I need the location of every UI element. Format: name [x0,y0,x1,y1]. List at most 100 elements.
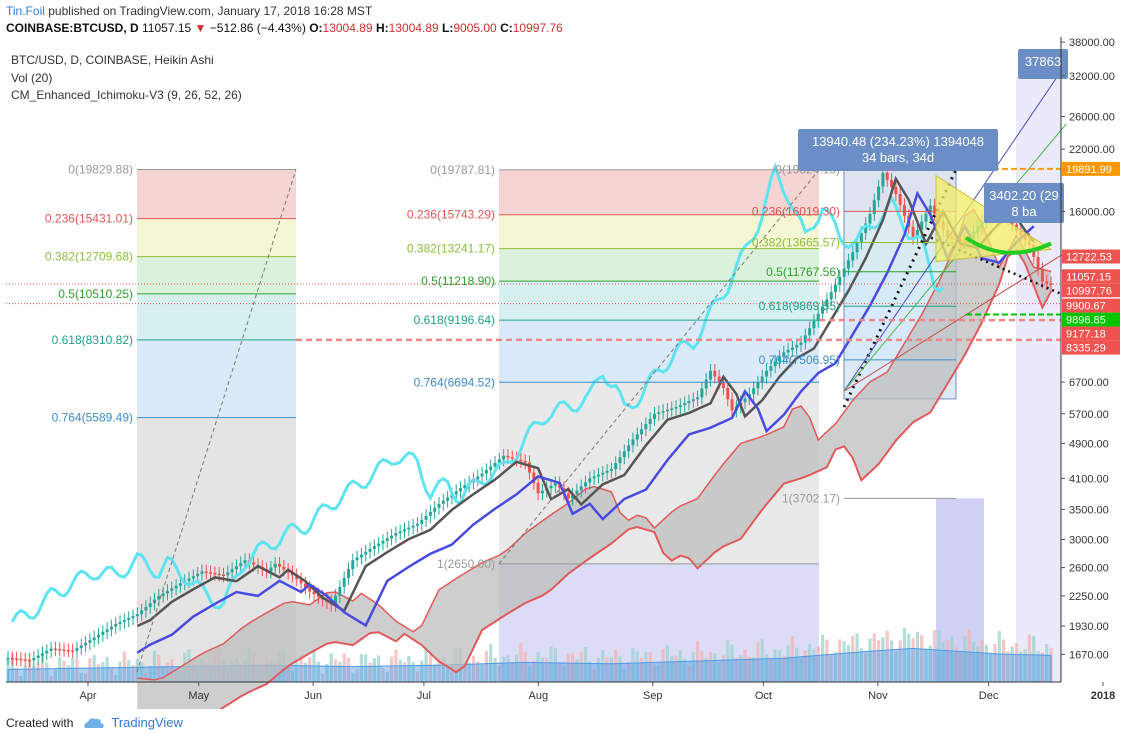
candle-body [101,632,105,635]
candle-body [433,507,437,512]
volume-bar [665,645,670,682]
volume-bar [937,630,941,682]
volume-bar [700,650,704,682]
volume-bar [855,633,859,682]
author-link[interactable]: Tin.Foil [6,4,45,18]
price-chart[interactable]: 0(19829.88) 0.236(15431.01) 0.382(12709.68… [6,37,1126,709]
volume-bar [756,642,760,682]
volume-bar [333,659,338,682]
y-tick-label: 2600.00 [1069,563,1109,575]
candle-body [308,587,312,592]
volume-bar [53,670,58,682]
volume-bar [148,665,152,682]
volume-bar [760,639,764,682]
candle-body [661,411,665,413]
price-label-box [1062,312,1120,327]
candle-body [58,649,62,651]
candle-body [359,554,363,558]
candle-body [609,469,613,471]
price-label-text: 9896.85 [1066,315,1106,327]
fib-band [499,281,819,321]
volume-bar [631,648,635,682]
volume-bar [570,653,575,682]
candle-body [674,407,678,409]
low-label: L: [442,21,454,35]
candle-body [346,569,350,579]
volume-bar [1010,646,1014,682]
candle-body [49,648,53,651]
volume-bar [92,655,96,682]
y-tick-label: 6700.00 [1069,377,1109,389]
candle-body [239,563,243,567]
candle-body [153,599,157,604]
measure-label-box [1018,49,1068,79]
volume-bar [415,671,420,682]
lagging-span-line [10,161,945,623]
candle-body [618,457,622,464]
volume-bar [859,648,863,682]
candle-body [592,476,596,479]
candle-body [62,649,66,651]
fib-level-label: 0.764(6694.52) [414,375,495,389]
candle-body [97,634,101,638]
fib-level-label: 0.382(12709.68) [45,250,133,264]
candle-body [851,252,855,261]
volume-bar [958,651,963,682]
volume-bar [773,649,777,682]
candle-body [834,284,838,293]
close-label: C: [500,21,513,35]
volume-bar [463,662,467,682]
volume-bar [808,643,812,682]
candle-body [648,418,652,425]
candle-body [786,349,790,353]
candle-body [510,457,514,459]
candle-body [777,356,781,362]
volume-bar [747,656,751,682]
volume-bar [351,672,355,682]
candle-body [79,645,83,649]
volume-bar [27,659,32,682]
volume-bar [622,669,626,682]
candle-body [463,485,467,489]
volume-bar [49,676,53,682]
created-with-text: Created with [6,715,74,730]
volume-bar [1014,643,1019,682]
volume-bar [812,649,816,682]
cloud-span-b [218,248,1052,709]
volume-layer [6,628,1053,683]
price-label-text: 12722.53 [1066,251,1112,263]
axes-layer: 38000.00 32000.00 26000.00 22000.00 16000.00… [6,37,1120,702]
x-tick-label: Apr [79,690,96,702]
candle-body [484,470,488,474]
volume-bar [424,647,428,682]
green-curve [964,236,1052,255]
candle-body [278,563,282,567]
price-label-text: 8335.29 [1066,343,1106,355]
y-tick-label: 16000.00 [1069,207,1115,219]
volume-bar [846,644,851,682]
measure-label-line2: 8 ba [1011,204,1037,219]
volume-bar [816,646,820,682]
x-tick-label: Dec [979,690,999,702]
volume-bar [19,676,23,682]
legend-volume: Vol (20) [11,71,52,85]
candle-body [566,493,570,499]
fib-level-label: 0.618(9869.55) [759,299,840,313]
volume-bar [144,673,148,682]
candle-body [596,474,600,477]
volume-bar [601,650,605,682]
candle-body [446,497,450,501]
tradingview-brand[interactable]: TradingView [111,715,183,730]
volume-bar [75,658,79,682]
candle-body [282,566,286,570]
candle-body [670,408,674,410]
volume-bar [889,640,894,682]
candle-body [571,494,575,499]
volume-bar [877,640,881,682]
volume-bar [562,666,566,682]
fib-band [499,214,819,249]
volume-bar [924,648,928,682]
volume-bar [881,637,885,682]
candle-body [549,485,553,489]
candle-body [252,562,256,565]
